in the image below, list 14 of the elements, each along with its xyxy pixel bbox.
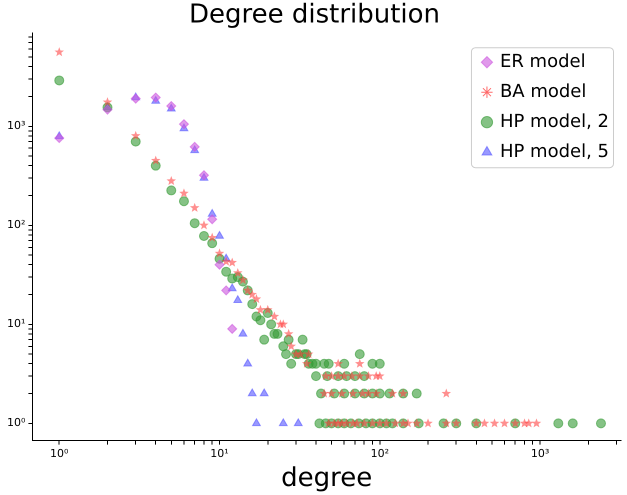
legend-label: BA model: [500, 80, 586, 102]
y-tick-label: 10²: [6, 218, 26, 232]
y-tick-label: 10¹: [6, 317, 26, 330]
y-tick-label: 10⁰: [6, 416, 26, 430]
x-tick-label: 10⁰: [50, 447, 70, 460]
legend-label: HP model, 5: [500, 140, 610, 162]
legend-label: HP model, 2: [500, 110, 610, 132]
y-tick-label: 10³: [6, 119, 26, 132]
x-tick-label: 10¹: [210, 447, 229, 460]
chart-title: Degree distribution: [188, 0, 440, 30]
legend-label: ER model: [500, 50, 586, 72]
x-tick-label: 10³: [530, 447, 550, 460]
x-axis-title: degree: [281, 463, 372, 494]
x-tick-label: 10²: [370, 447, 389, 460]
